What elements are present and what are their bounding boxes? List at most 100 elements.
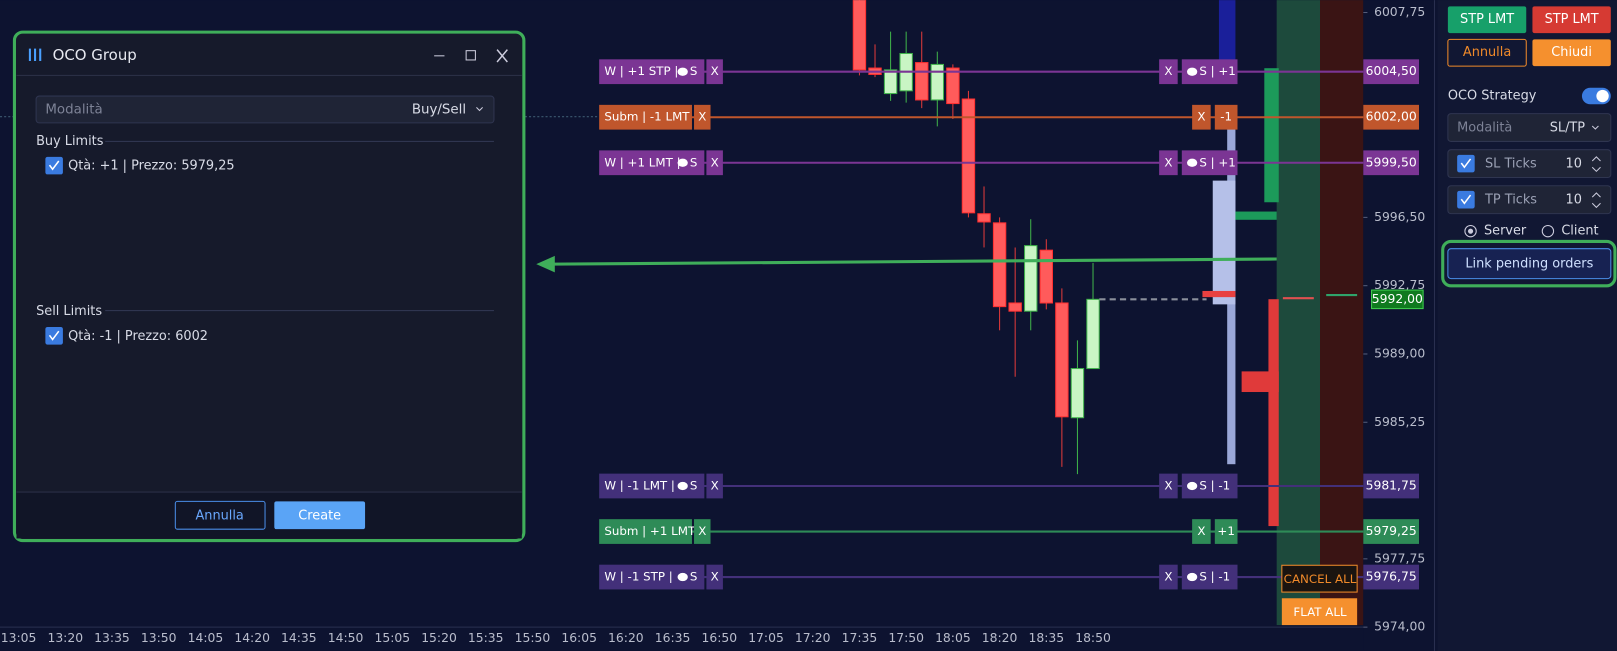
price-tick-label: 6007,75 <box>1374 5 1425 19</box>
server-radio[interactable] <box>1464 224 1477 238</box>
order-label: Subm | -1 LMT <box>604 110 690 125</box>
price-tick-label: 5985,25 <box>1374 415 1425 429</box>
sl-checkbox[interactable] <box>1457 154 1475 173</box>
order-label: W | -1 LMT | <box>604 479 675 494</box>
button-label: Chiudi <box>1551 45 1592 60</box>
dialog-footer <box>16 492 522 539</box>
candle-body <box>1070 368 1085 419</box>
cancel-button[interactable] <box>174 500 266 530</box>
order-close-button[interactable] <box>1159 473 1178 499</box>
candle-body <box>852 0 867 71</box>
time-label: 17:20 <box>795 631 831 645</box>
profile-bar <box>1218 0 1236 63</box>
order-close-label: X <box>1197 110 1205 124</box>
cancel-all-button[interactable] <box>1281 564 1358 593</box>
time-label: 16:50 <box>701 631 737 645</box>
time-label: 15:05 <box>374 631 410 645</box>
order-close-label: X <box>1197 524 1205 538</box>
dialog-frame <box>12 30 526 543</box>
sidebar-mode-dropdown[interactable] <box>1447 113 1612 142</box>
order-close-label: X <box>711 570 719 584</box>
time-label: 14:50 <box>328 631 364 645</box>
sidebar <box>1437 0 1617 651</box>
cancel-label: Annulla <box>195 508 243 523</box>
order-close-button[interactable] <box>706 564 723 590</box>
candle-body <box>930 63 945 101</box>
cancel-all-label: CANCEL ALL <box>1284 572 1357 586</box>
candle-body <box>1055 302 1069 418</box>
order-close-label: X <box>711 64 719 78</box>
link-label: Link pending orders <box>1465 257 1593 272</box>
order-right-label: S | +1 <box>1199 155 1236 170</box>
order-price-tag <box>1363 564 1419 590</box>
tp-value: 10 <box>1566 193 1582 208</box>
buy-stp-lmt-button[interactable] <box>1447 6 1527 34</box>
sl-field[interactable] <box>1447 149 1612 179</box>
spinner[interactable] <box>1591 156 1601 173</box>
time-label: 18:20 <box>982 631 1018 645</box>
tag-icon <box>1186 158 1198 167</box>
spinner[interactable] <box>1591 192 1601 209</box>
create-button[interactable] <box>274 501 366 530</box>
order-close-button[interactable] <box>1159 59 1178 85</box>
buy-item: Qtà: +1 | Prezzo: 5979,25 <box>68 159 235 174</box>
check <box>48 330 60 341</box>
profile-bar <box>1202 290 1236 298</box>
ask-column <box>1320 0 1364 626</box>
price-tick-label: 5992,75 <box>1374 278 1425 292</box>
buy-checkbox[interactable] <box>45 156 63 175</box>
maximize-button[interactable] <box>465 50 476 61</box>
order-close-label: X <box>698 524 706 538</box>
order-close-button[interactable] <box>706 59 723 85</box>
mode-dropdown[interactable] <box>35 95 495 124</box>
tp-checkbox[interactable] <box>1457 190 1475 209</box>
candle-body <box>1024 245 1038 312</box>
order-label: W | +1 LMT | <box>604 155 680 170</box>
mode-value: Buy/Sell <box>412 102 466 117</box>
chiudi-button[interactable] <box>1532 39 1611 67</box>
sell-checkbox[interactable] <box>45 327 63 345</box>
client-radio[interactable] <box>1541 224 1555 238</box>
tp-field[interactable] <box>1447 185 1612 215</box>
order-close-button[interactable] <box>1192 104 1211 130</box>
order-label: Subm | +1 LMT <box>604 524 696 539</box>
candles <box>852 0 1100 475</box>
order-label: W | +1 STP | <box>604 64 678 79</box>
time-label: 15:50 <box>515 631 551 645</box>
arrow-head <box>536 255 555 273</box>
order-price-label: 6002,00 <box>1366 110 1417 124</box>
order-close-button[interactable] <box>706 150 723 176</box>
sell-stp-lmt-button[interactable] <box>1532 6 1611 34</box>
order-close-label: X <box>698 110 706 124</box>
dropdown-caret <box>476 107 483 112</box>
order-price-tag <box>1363 519 1419 544</box>
profile-bar <box>1264 68 1279 203</box>
order-close-label: X <box>711 479 719 493</box>
order-close-label: X <box>1164 155 1172 169</box>
order-close-button[interactable] <box>694 519 711 544</box>
order-right-label: S | -1 <box>1199 570 1230 585</box>
sell-header: Sell Limits <box>36 304 102 319</box>
order-close-button[interactable] <box>1159 150 1178 176</box>
annulla-button[interactable] <box>1447 38 1527 67</box>
order-close-button[interactable] <box>1192 519 1211 544</box>
order-close-button[interactable] <box>694 104 711 130</box>
order-price-tag <box>1363 59 1419 85</box>
order-close-label: X <box>1164 64 1172 78</box>
mode-label: Modalità <box>45 101 102 117</box>
order-label: W | -1 STP | <box>604 570 672 585</box>
candle-body <box>1039 249 1054 304</box>
close-button[interactable] <box>496 49 508 63</box>
time-label: 16:35 <box>655 631 691 645</box>
order-right-label: -1 <box>1220 110 1232 124</box>
order-close-button[interactable] <box>1159 564 1178 590</box>
order-close-button[interactable] <box>706 473 723 499</box>
sidebar-controls: STP LMT STP LMT Annulla Chiudi OCO Strat… <box>1441 6 1617 288</box>
button-label: Annulla <box>1463 45 1511 60</box>
order-price-label: 5981,75 <box>1366 479 1417 493</box>
flat-all-button[interactable] <box>1281 598 1358 626</box>
link-button[interactable] <box>1447 248 1612 280</box>
